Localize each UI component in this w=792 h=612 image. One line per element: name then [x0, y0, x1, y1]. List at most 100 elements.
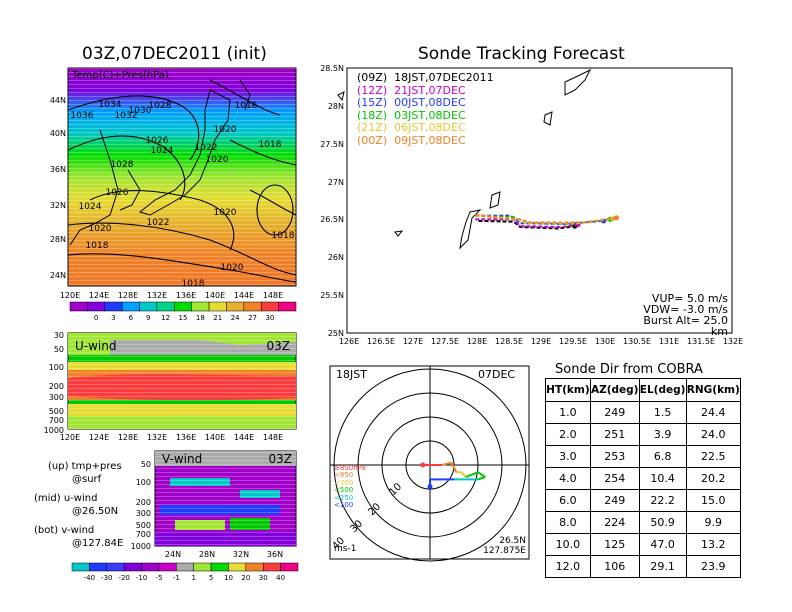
surface-temperature-map: 1034 1036 1032 1030 1028 1016 1026 1024 … — [67, 67, 297, 289]
table-cell: 10.4 — [638, 467, 687, 490]
wind-colorbar-tick-label: -10 — [136, 574, 147, 582]
isobar-label: 1034 — [99, 100, 122, 110]
svg-text:1018: 1018 — [272, 231, 295, 241]
svg-text:1032: 1032 — [115, 111, 138, 121]
svg-text:1018: 1018 — [182, 279, 205, 289]
svg-text:128.5E: 128.5E — [495, 337, 523, 346]
svg-text:127E: 127E — [403, 337, 423, 346]
hodograph-segment — [465, 471, 479, 478]
wind-colorbar-swatch — [89, 562, 108, 572]
wind-colorbar-swatch — [228, 562, 247, 572]
svg-text:132E: 132E — [147, 291, 167, 300]
pressure-legend-item: <700 — [334, 478, 354, 487]
tracking-legend-item: (09Z) 18JST,07DEC2011 — [357, 71, 494, 84]
u-wind-cross-section: U-wind 03Z — [67, 332, 297, 430]
table-cell: 249 — [589, 489, 640, 512]
colorbar-tick-label: 0 — [94, 314, 98, 322]
svg-text:24N: 24N — [50, 271, 66, 280]
cobra-header-row: HT(km) AZ(deg) EL(deg) RNG(km) — [545, 378, 742, 402]
u-wind-time: 03Z — [267, 339, 291, 353]
wind-colorbar-tick-label: -5 — [155, 574, 162, 582]
table-cell: 10.0 — [545, 533, 591, 556]
colorbar-swatch — [87, 301, 106, 312]
svg-text:1028: 1028 — [111, 160, 134, 170]
colorbar-swatch — [156, 301, 175, 312]
hodograph-time: 18JST — [336, 368, 367, 381]
table-cell: 224 — [589, 511, 640, 534]
svg-text:1022: 1022 — [195, 143, 218, 153]
v-wind-cross-section: V-wind 03Z — [154, 450, 297, 547]
table-cell: 22.2 — [638, 489, 687, 512]
tracking-title: Sonde Tracking Forecast — [418, 44, 625, 64]
korea-china-coastline — [69, 129, 141, 246]
svg-text:1020: 1020 — [89, 224, 112, 234]
wind-colorbar-swatch — [123, 562, 142, 572]
svg-text:131.5E: 131.5E — [687, 337, 715, 346]
svg-text:126E: 126E — [339, 337, 359, 346]
wind-colorbar-swatch — [262, 562, 281, 572]
svg-text:128E: 128E — [118, 433, 138, 442]
pressure-legend: ≥850hPa <850 <700 <500 <250 <100 — [334, 464, 366, 509]
svg-text:300: 300 — [49, 393, 64, 402]
table-row: 1.0 249 1.5 24.4 — [545, 401, 742, 424]
svg-text:1028: 1028 — [149, 101, 172, 111]
hodograph-date: 07DEC — [478, 368, 516, 381]
colorbar-tick-label: 21 — [213, 314, 222, 322]
pressure-legend-item: <250 — [334, 493, 354, 502]
svg-text:1018: 1018 — [259, 140, 282, 150]
svg-text:1026: 1026 — [146, 136, 169, 146]
table-cell: 6.8 — [638, 445, 687, 468]
svg-text:132E: 132E — [723, 337, 743, 346]
hodograph-segment — [450, 462, 458, 473]
colorbar-swatch — [260, 301, 279, 312]
table-cell: 249 — [589, 401, 640, 424]
svg-text:120E: 120E — [60, 433, 80, 442]
sonde-track-line — [475, 218, 579, 229]
wind-colorbar-swatch — [141, 562, 160, 572]
table-cell: 1.5 — [638, 401, 687, 424]
map-lon-ticks: 120E 124E 128E 132E 136E 140E 144E 148E — [60, 291, 283, 300]
hodograph-location: 26.5N 127.875E — [483, 536, 526, 556]
svg-text:40N: 40N — [50, 129, 66, 138]
svg-text:500: 500 — [49, 407, 64, 416]
temperature-colorbar: 0 3 6 9 12 15 18 21 24 27 30 — [69, 301, 297, 322]
colorbar-tick-label: 30 — [265, 314, 274, 322]
colorbar-swatch — [278, 301, 297, 312]
svg-text:126.5E: 126.5E — [367, 337, 395, 346]
wind-colorbar-tick-label: -40 — [84, 574, 95, 582]
svg-text:136E: 136E — [176, 433, 196, 442]
svg-text:44N: 44N — [50, 96, 66, 105]
svg-text:26N: 26N — [328, 253, 344, 262]
tracking-params: VUP= 5.0 m/s VDW= -3.0 m/s Burst Alt= 25… — [643, 292, 728, 338]
wind-colorbar-swatch — [245, 562, 264, 572]
table-cell: 24.4 — [685, 401, 742, 424]
svg-text:148E: 148E — [263, 291, 283, 300]
svg-text:136E: 136E — [176, 291, 196, 300]
svg-text:24N: 24N — [165, 550, 181, 559]
svg-text:144E: 144E — [234, 433, 254, 442]
svg-text:127.5E: 127.5E — [431, 337, 459, 346]
pressure-legend-item: <850 — [334, 471, 354, 480]
colorbar-swatch — [208, 301, 227, 312]
table-cell: 1.0 — [545, 401, 591, 424]
hodograph-start-point — [420, 462, 426, 468]
map-lat-ticks: 44N 40N 36N 32N 28N 24N — [50, 96, 66, 280]
colorbar-tick-label: 15 — [179, 314, 188, 322]
svg-text:100: 100 — [49, 363, 64, 372]
colorbar-swatch — [121, 301, 140, 312]
table-cell: 106 — [589, 555, 640, 578]
svg-text:1036: 1036 — [71, 111, 94, 121]
sonde-landing-point — [614, 215, 619, 221]
colorbar-swatch — [191, 301, 210, 312]
svg-text:27N: 27N — [328, 178, 344, 187]
table-cell: 29.1 — [638, 555, 687, 578]
table-row: 6.0 249 22.2 15.0 — [545, 489, 742, 512]
table-cell: 50.9 — [638, 511, 687, 534]
svg-text:140E: 140E — [205, 291, 225, 300]
colorbar-swatch — [139, 301, 158, 312]
svg-text:25.5N: 25.5N — [320, 291, 344, 300]
table-cell: 22.5 — [685, 445, 742, 468]
table-cell: 15.0 — [685, 489, 742, 512]
svg-text:120E: 120E — [60, 291, 80, 300]
